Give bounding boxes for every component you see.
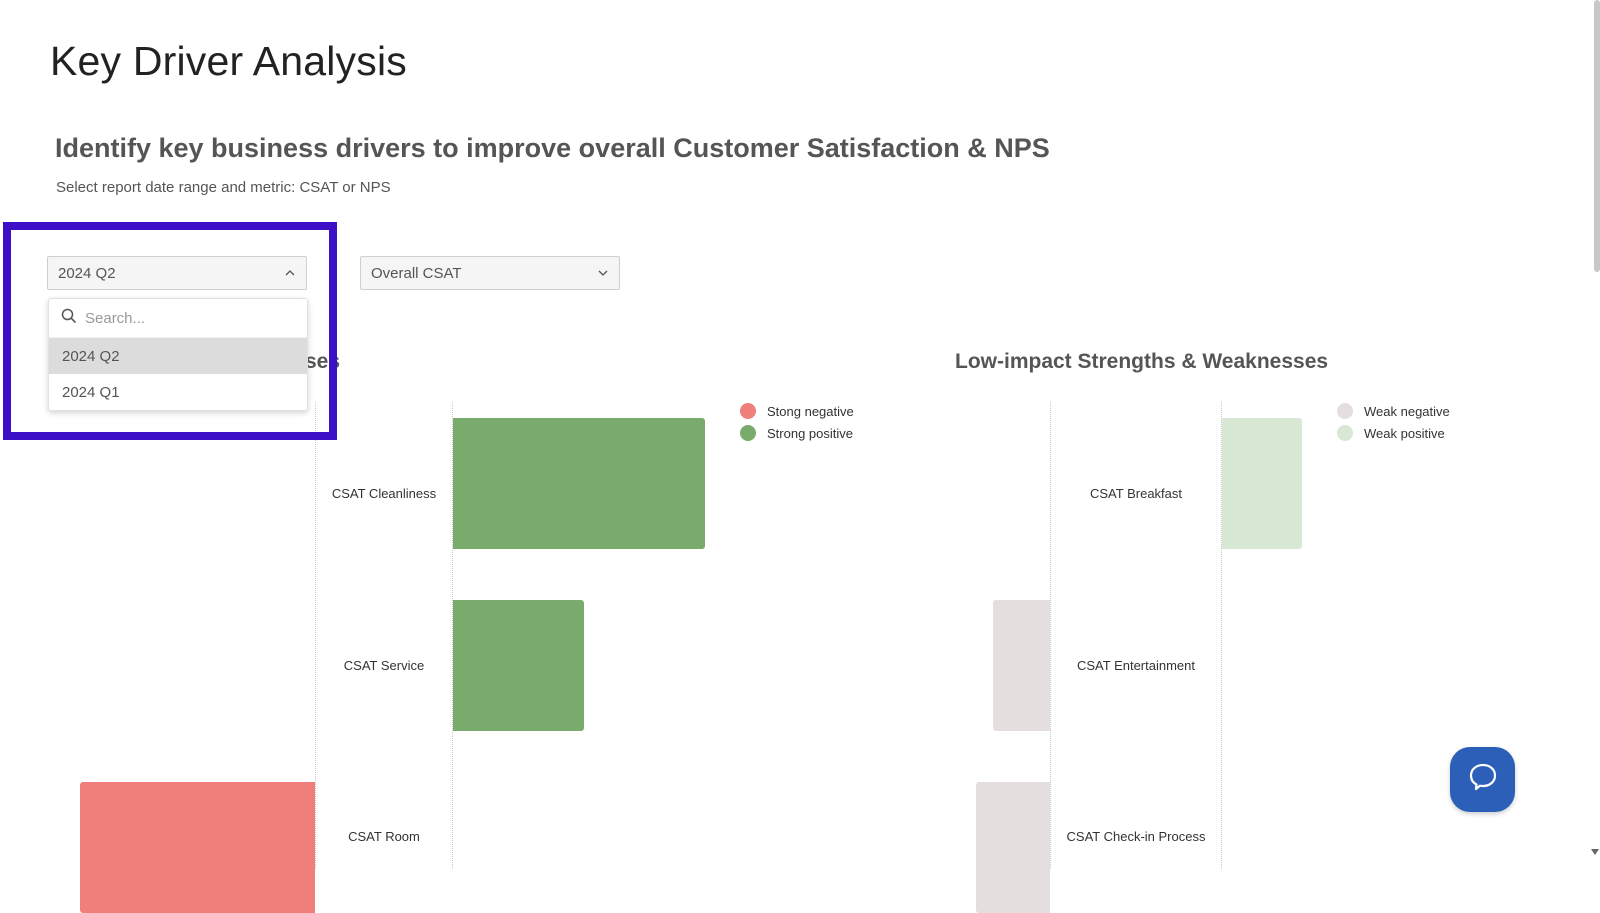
bar-csat-entertainment [993, 600, 1050, 731]
metric-select-value: Overall CSAT [371, 264, 462, 282]
page-subtitle: Identify key business drivers to improve… [55, 133, 1050, 163]
left-axis-line-negative [315, 402, 316, 869]
period-select-value: 2024 Q2 [58, 264, 116, 282]
right-chart-title: Low-impact Strengths & Weaknesses [955, 350, 1329, 373]
chevron-down-icon [597, 267, 609, 279]
page-title: Key Driver Analysis [50, 38, 407, 84]
legend-label: Stong negative [767, 403, 854, 419]
dropdown-option-2024-q2[interactable]: 2024 Q2 [49, 338, 307, 374]
category-label-cleanliness: CSAT Cleanliness [331, 486, 437, 501]
bar-csat-check-in-process [976, 782, 1050, 913]
bar-csat-breakfast [1222, 418, 1302, 549]
category-label-check-in: CSAT Check-in Process [1066, 829, 1206, 844]
period-select[interactable]: 2024 Q2 [47, 256, 307, 290]
left-chart-title: ses [305, 350, 341, 373]
legend-label: Weak positive [1364, 425, 1445, 441]
legend-weak-negative: Weak negative [1337, 403, 1450, 419]
bar-csat-service [453, 600, 584, 731]
chevron-up-icon [284, 267, 296, 279]
dropdown-search [49, 299, 307, 338]
chat-bubble-icon [1467, 761, 1499, 798]
category-label-entertainment: CSAT Entertainment [1076, 658, 1195, 673]
legend-label: Weak negative [1364, 403, 1450, 419]
legend-strong-negative: Stong negative [740, 403, 854, 419]
period-dropdown: 2024 Q2 2024 Q1 [48, 298, 308, 411]
legend-weak-positive: Weak positive [1337, 425, 1445, 441]
dropdown-option-2024-q1[interactable]: 2024 Q1 [62, 383, 120, 401]
bar-csat-room [80, 782, 315, 913]
category-label-service: CSAT Service [343, 658, 425, 673]
legend-dot-strong-positive [740, 425, 756, 441]
dropdown-search-input[interactable] [83, 308, 287, 328]
scroll-down-icon[interactable] [1591, 849, 1599, 855]
left-axis-line-positive [452, 402, 453, 869]
scrollbar-thumb[interactable] [1594, 0, 1600, 272]
metric-select[interactable]: Overall CSAT [360, 256, 620, 290]
legend-dot-strong-negative [740, 403, 756, 419]
search-icon [61, 308, 77, 329]
legend-dot-weak-positive [1337, 425, 1353, 441]
right-axis-line-positive [1221, 402, 1222, 869]
legend-label: Strong positive [767, 425, 853, 441]
category-label-room: CSAT Room [348, 829, 420, 844]
legend-strong-positive: Strong positive [740, 425, 853, 441]
page-description: Select report date range and metric: CSA… [56, 179, 391, 196]
bar-csat-cleanliness [453, 418, 705, 549]
category-label-breakfast: CSAT Breakfast [1090, 486, 1182, 501]
right-axis-line-negative [1050, 402, 1051, 869]
help-chat-button[interactable] [1450, 747, 1515, 812]
legend-dot-weak-negative [1337, 403, 1353, 419]
